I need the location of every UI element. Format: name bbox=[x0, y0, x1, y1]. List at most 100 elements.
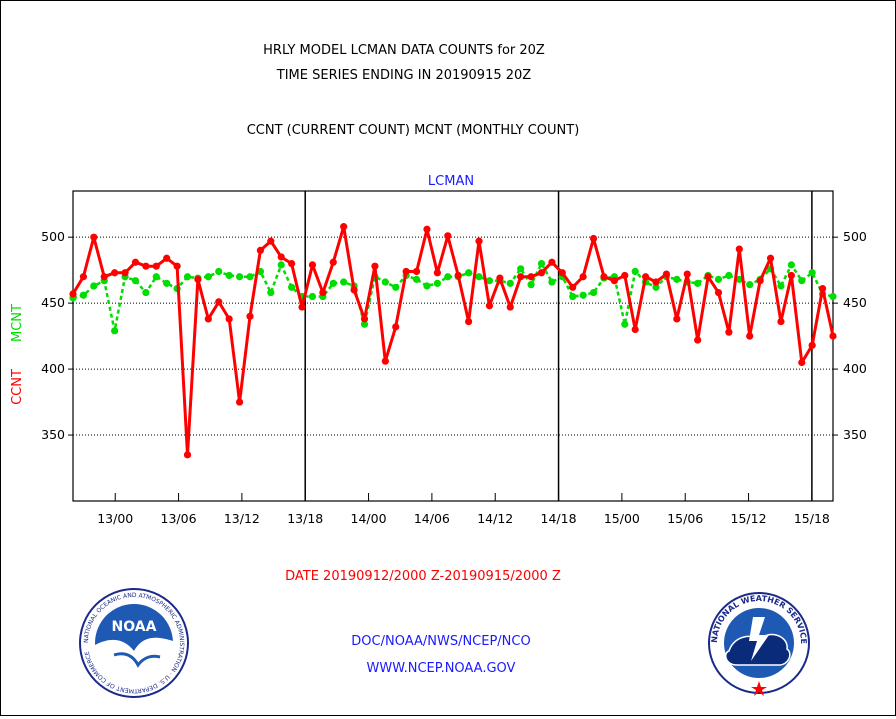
mcnt-point-23 bbox=[308, 292, 317, 301]
ccnt-point-72 bbox=[818, 285, 827, 293]
ccnt-point-50 bbox=[589, 234, 598, 243]
ccnt-point-6 bbox=[131, 258, 140, 266]
mcnt-point-26 bbox=[340, 278, 348, 286]
chart-title-line2: TIME SERIES ENDING IN 20190915 20Z bbox=[276, 68, 532, 83]
mcnt-point-8 bbox=[152, 273, 160, 281]
mcnt-point-7 bbox=[142, 288, 150, 297]
mcnt-point-2 bbox=[90, 282, 98, 290]
mcnt-point-9 bbox=[163, 279, 171, 287]
plot-border bbox=[72, 190, 834, 502]
ccnt-point-43 bbox=[517, 273, 525, 281]
ccnt-point-17 bbox=[246, 312, 254, 320]
ccnt-point-61 bbox=[704, 273, 712, 281]
x-tick-label-15-06: 15/06 bbox=[667, 511, 703, 526]
mcnt-point-6 bbox=[131, 277, 140, 285]
y-tick-label-right-400: 400 bbox=[843, 361, 867, 376]
ccnt-point-12 bbox=[194, 275, 202, 283]
ccnt-point-24 bbox=[319, 288, 327, 297]
mcnt-point-53 bbox=[621, 320, 629, 328]
mcnt-point-16 bbox=[235, 273, 244, 281]
ccnt-point-52 bbox=[610, 277, 618, 285]
grid-layer bbox=[73, 236, 833, 436]
ccnt-point-60 bbox=[694, 336, 702, 344]
mcnt-point-68 bbox=[777, 282, 785, 290]
mcnt-point-28 bbox=[360, 320, 369, 328]
ylabel-ccnt: CCNT bbox=[10, 369, 25, 405]
ccnt-point-9 bbox=[163, 254, 171, 262]
y-tick-label-right-350: 350 bbox=[843, 427, 867, 442]
ccnt-point-42 bbox=[506, 303, 514, 311]
ccnt-point-39 bbox=[475, 237, 483, 245]
mcnt-point-31 bbox=[392, 283, 400, 291]
ccnt-point-73 bbox=[829, 332, 837, 340]
mcnt-point-14 bbox=[215, 267, 223, 276]
ccnt-point-47 bbox=[558, 269, 566, 277]
ccnt-point-67 bbox=[766, 254, 775, 262]
x-tick-label-14-18: 14/18 bbox=[541, 511, 577, 526]
x-tick-label-13-06: 13/06 bbox=[161, 511, 197, 526]
mcnt-point-56 bbox=[652, 283, 660, 291]
x-tick-label-15-18: 15/18 bbox=[794, 511, 830, 526]
ccnt-point-62 bbox=[714, 288, 723, 297]
mcnt-point-17 bbox=[246, 273, 254, 281]
mcnt-point-46 bbox=[548, 278, 556, 286]
x-tick-label-14-12: 14/12 bbox=[477, 511, 513, 526]
ccnt-point-53 bbox=[621, 271, 629, 280]
mcnt-point-70 bbox=[798, 277, 806, 285]
noaa-logo-name: NOAA bbox=[112, 619, 157, 635]
mcnt-point-21 bbox=[288, 283, 296, 291]
ccnt-point-25 bbox=[329, 258, 337, 266]
mcnt-point-58 bbox=[673, 275, 681, 283]
mcnt-point-25 bbox=[329, 279, 337, 287]
date-range: DATE 20190912/2000 Z-20190915/2000 Z bbox=[285, 569, 561, 584]
y-tick-label-right-450: 450 bbox=[843, 295, 867, 310]
ccnt-point-28 bbox=[360, 315, 369, 323]
y-tick-label-left-350: 350 bbox=[41, 427, 65, 442]
star-icon bbox=[751, 681, 767, 696]
y-tick-label-left-400: 400 bbox=[41, 361, 65, 376]
ccnt-point-23 bbox=[308, 261, 317, 269]
chart-subtitle: CCNT (CURRENT COUNT) MCNT (MONTHLY COUNT… bbox=[247, 123, 580, 138]
ccnt-point-2 bbox=[90, 233, 98, 241]
y-tick-label-left-500: 500 bbox=[41, 229, 65, 244]
mcnt-point-65 bbox=[746, 281, 754, 289]
ccnt-point-10 bbox=[173, 262, 181, 270]
ccnt-point-54 bbox=[631, 325, 639, 334]
ccnt-point-37 bbox=[454, 271, 462, 280]
plot-title: LCMAN bbox=[428, 174, 474, 189]
mcnt-point-71 bbox=[808, 269, 816, 277]
mcnt-point-40 bbox=[485, 277, 494, 285]
ccnt-point-16 bbox=[235, 398, 244, 406]
ccnt-point-1 bbox=[79, 273, 88, 281]
x-tick-label-13-12: 13/12 bbox=[224, 511, 260, 526]
mcnt-point-69 bbox=[787, 261, 795, 269]
axis-layer: 350 350 400 400 450 450 500 500 13/00 13/06 13/12 1… bbox=[41, 190, 867, 526]
ccnt-point-11 bbox=[183, 451, 192, 459]
ccnt-point-59 bbox=[683, 270, 691, 278]
ccnt-point-69 bbox=[787, 271, 795, 280]
mcnt-point-50 bbox=[589, 288, 598, 297]
ccnt-point-5 bbox=[121, 269, 129, 277]
ccnt-point-19 bbox=[267, 237, 275, 245]
ccnt-point-30 bbox=[381, 357, 389, 365]
x-tick-label-13-18: 13/18 bbox=[287, 511, 323, 526]
ccnt-line bbox=[71, 225, 835, 457]
ccnt-point-49 bbox=[579, 273, 587, 281]
mcnt-point-20 bbox=[277, 261, 285, 269]
ccnt-series bbox=[69, 223, 837, 459]
ccnt-point-58 bbox=[673, 315, 681, 323]
ccnt-point-56 bbox=[652, 278, 660, 286]
mcnt-point-63 bbox=[725, 271, 733, 280]
ccnt-point-64 bbox=[735, 245, 743, 253]
ccnt-point-70 bbox=[798, 358, 806, 367]
mcnt-point-33 bbox=[412, 275, 421, 283]
y-tick-label-right-500: 500 bbox=[843, 229, 867, 244]
ccnt-point-51 bbox=[600, 273, 608, 281]
x-tick-label-14-00: 14/00 bbox=[351, 511, 387, 526]
ccnt-point-38 bbox=[465, 317, 473, 326]
x-tick-label-15-12: 15/12 bbox=[731, 511, 767, 526]
org-line: DOC/NOAA/NWS/NCEP/NCO bbox=[351, 634, 530, 649]
ccnt-point-26 bbox=[340, 223, 348, 231]
x-tick-label-15-00: 15/00 bbox=[604, 511, 640, 526]
